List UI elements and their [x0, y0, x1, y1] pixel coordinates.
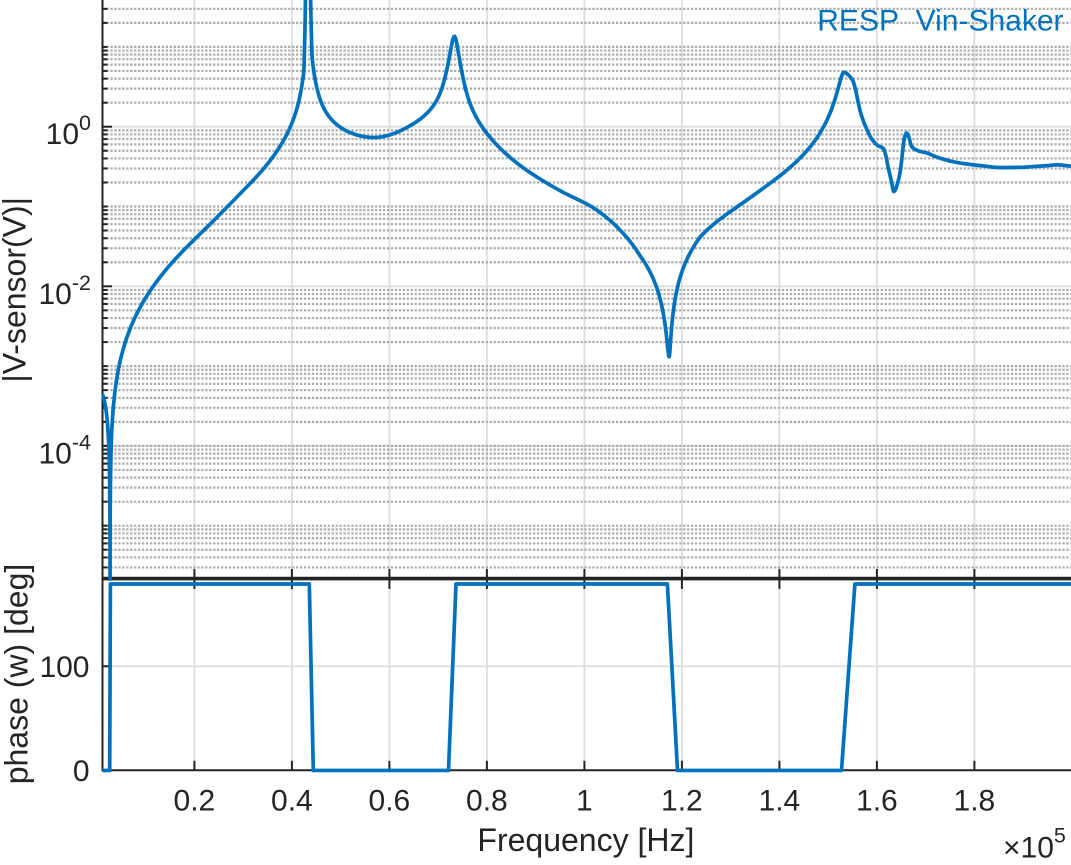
svg-text:0.8: 0.8: [466, 785, 508, 818]
svg-text:phase (w) [deg]: phase (w) [deg]: [0, 564, 35, 785]
svg-text:1.6: 1.6: [856, 785, 898, 818]
svg-text:1.8: 1.8: [954, 785, 996, 818]
svg-text:Frequency [Hz]: Frequency [Hz]: [477, 822, 694, 858]
svg-text:1: 1: [576, 785, 593, 818]
svg-text:1.2: 1.2: [661, 785, 703, 818]
svg-text:0.2: 0.2: [174, 785, 216, 818]
svg-text:0: 0: [73, 755, 90, 788]
svg-text:|V-sensor(V)|: |V-sensor(V)|: [0, 197, 33, 383]
svg-text:1.4: 1.4: [759, 785, 801, 818]
svg-text:100: 100: [39, 651, 89, 684]
svg-text:RESP Vin-Shaker: RESP Vin-Shaker: [817, 5, 1063, 38]
svg-text:0.4: 0.4: [271, 785, 313, 818]
svg-text:0.6: 0.6: [369, 785, 411, 818]
